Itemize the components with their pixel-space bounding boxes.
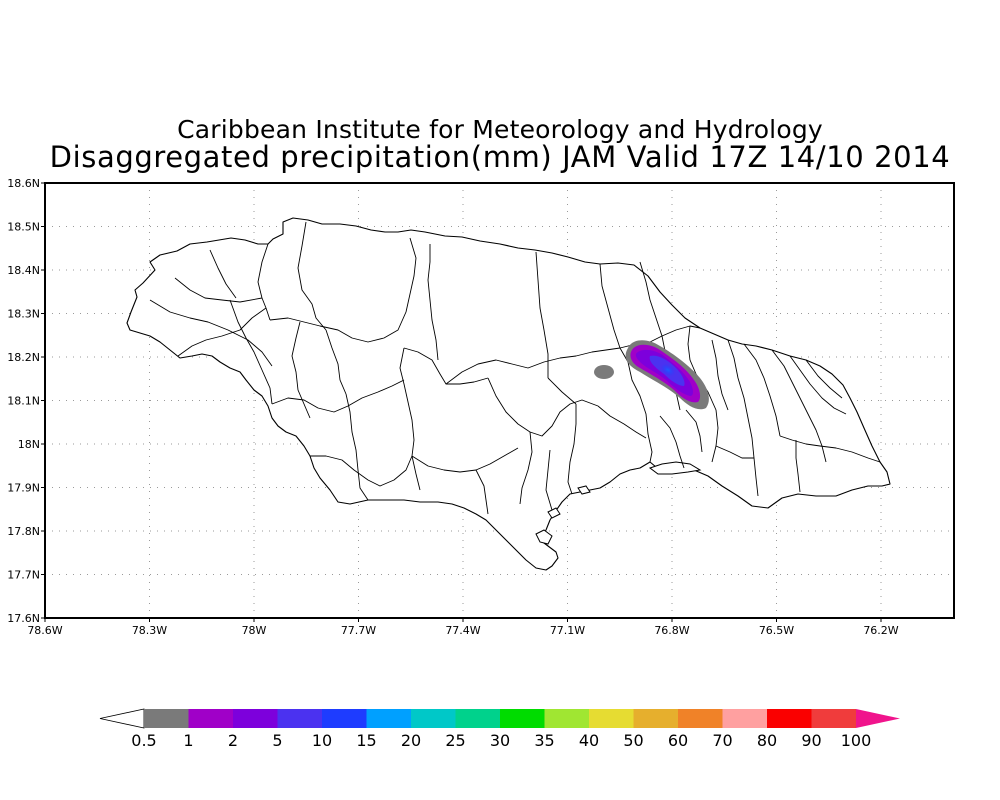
legend-swatch [589, 709, 634, 728]
legend-swatch [322, 709, 367, 728]
legend-swatch [678, 709, 723, 728]
legend-swatch [633, 709, 678, 728]
lon-tick-label: 78.3W [132, 624, 167, 637]
product-title: Disaggregated precipitation(mm) JAM Vali… [49, 140, 951, 174]
longitude-axis: 78.6W 78.3W 78W 77.7W 77.4W 77.1W 76.8W 76.5W 76… [27, 618, 899, 637]
legend-label: 80 [757, 731, 777, 750]
lat-tick-label: 18.4N [7, 264, 40, 277]
legend-label: 1 [183, 731, 193, 750]
legend-swatch [411, 709, 456, 728]
legend-label: 30 [490, 731, 510, 750]
legend-label: 2 [228, 731, 238, 750]
legend-label: 90 [801, 731, 821, 750]
legend-swatch [722, 709, 767, 728]
legend-label: 40 [579, 731, 599, 750]
lon-tick-label: 76.2W [863, 624, 898, 637]
legend-label: 25 [445, 731, 465, 750]
lon-tick-label: 77.1W [550, 624, 585, 637]
lat-tick-label: 18.1N [7, 395, 40, 408]
lat-tick-label: 17.9N [7, 482, 40, 495]
legend-swatch [366, 709, 411, 728]
legend-label: 10 [312, 731, 332, 750]
legend-swatch [233, 709, 278, 728]
precip-main-10mm [660, 363, 676, 377]
legend-label: 70 [712, 731, 732, 750]
legend-swatch [455, 709, 500, 728]
jamaica-map [126, 217, 891, 571]
legend-label: 15 [356, 731, 376, 750]
lon-tick-label: 76.8W [654, 624, 689, 637]
parish-boundaries [149, 221, 881, 515]
lat-tick-label: 17.8N [7, 525, 40, 538]
latitude-axis: 18.6N 18.5N 18.4N 18.3N 18.2N 18.1N 18N 17.9N 17… [7, 177, 45, 625]
legend-swatch [544, 709, 589, 728]
lat-tick-label: 18.2N [7, 351, 40, 364]
legend-label: 100 [841, 731, 872, 750]
precipitation-overlay [594, 340, 709, 410]
legend-label: 0.5 [131, 731, 156, 750]
lat-tick-label: 17.6N [7, 612, 40, 625]
lon-tick-label: 77.7W [341, 624, 376, 637]
legend-swatch [500, 709, 545, 728]
lon-tick-label: 78W [242, 624, 267, 637]
legend-swatch [767, 709, 812, 728]
legend-label: 35 [534, 731, 554, 750]
legend-swatch [188, 709, 233, 728]
lat-tick-label: 18.5N [7, 221, 40, 234]
lat-tick-label: 18.3N [7, 308, 40, 321]
legend-label: 5 [272, 731, 282, 750]
legend-under-arrow [99, 708, 145, 729]
legend-label: 20 [401, 731, 421, 750]
lat-tick-label: 18.6N [7, 177, 40, 190]
legend-label: 50 [623, 731, 643, 750]
legend-label: 60 [668, 731, 688, 750]
jamaica-coastline [126, 217, 891, 571]
legend-swatch [811, 709, 856, 728]
lon-tick-label: 77.4W [445, 624, 480, 637]
lat-tick-label: 18N [18, 438, 40, 451]
institution-title: Caribbean Institute for Meteorology and … [177, 115, 823, 144]
legend-over-arrow [856, 709, 900, 728]
lat-tick-label: 17.7N [7, 569, 40, 582]
precip-isolated-0.5mm [594, 365, 614, 379]
lon-tick-label: 78.6W [27, 624, 62, 637]
lon-tick-label: 76.5W [759, 624, 794, 637]
color-legend: 0.5 1 2 5 10 15 20 25 30 35 40 50 60 70 80 90 100 [99, 708, 900, 750]
legend-swatch [144, 709, 189, 728]
legend-swatch [277, 709, 322, 728]
